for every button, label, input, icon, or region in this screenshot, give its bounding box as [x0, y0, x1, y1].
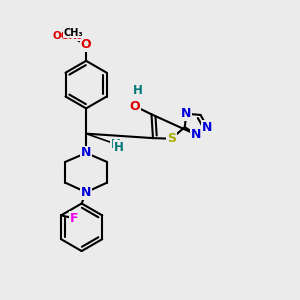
Text: F: F: [70, 212, 79, 225]
Text: O: O: [129, 100, 140, 112]
Text: O: O: [81, 38, 92, 51]
Text: N: N: [81, 186, 91, 199]
Text: S: S: [167, 132, 176, 145]
Text: H: H: [111, 138, 121, 151]
Text: OCH₃: OCH₃: [53, 31, 82, 40]
Text: H: H: [133, 84, 142, 97]
Text: N: N: [181, 107, 191, 120]
Text: N: N: [202, 121, 213, 134]
Text: N: N: [191, 128, 201, 141]
Text: N: N: [81, 146, 91, 160]
Text: H: H: [114, 141, 124, 154]
Text: CH₃: CH₃: [64, 28, 83, 38]
